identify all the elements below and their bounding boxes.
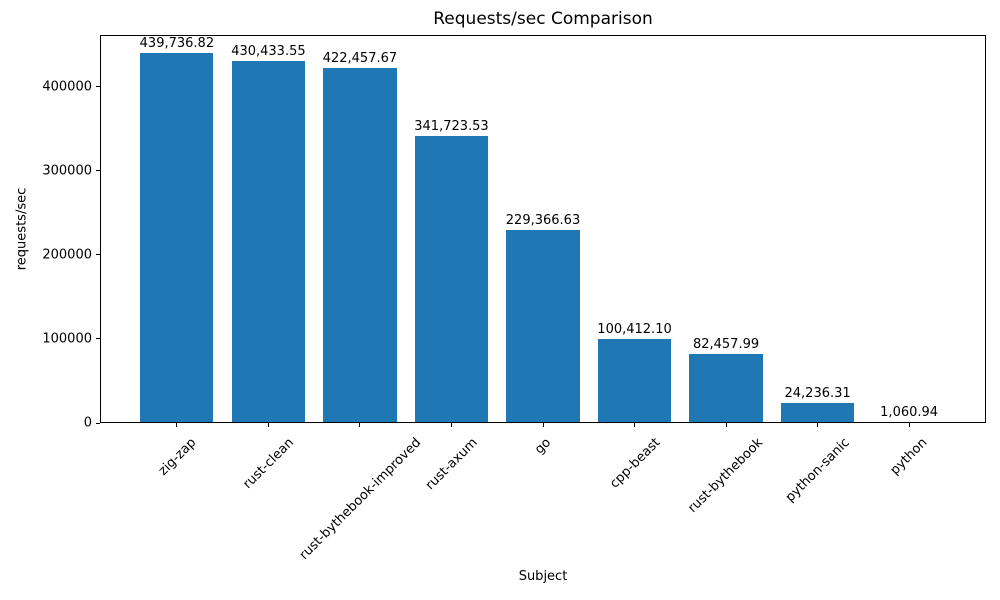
x-tick-label: go [532,435,555,458]
bar-value-label: 439,736.82 [139,36,215,52]
x-tick-mark [542,423,544,427]
bar-value-label: 422,457.67 [322,50,398,66]
y-tick-label: 200000 [42,247,92,263]
x-tick-mark [908,423,910,427]
x-tick-label: python-sanic [782,435,853,506]
x-tick-label: rust-bythebook-improved [296,435,424,563]
y-tick-mark [96,422,100,424]
x-tick-label: zig-zap [155,435,199,479]
bar [414,135,489,423]
x-tick-mark [725,423,727,427]
bar [506,230,580,423]
bar-value-label: 100,412.10 [597,321,672,337]
x-tick-mark [359,423,361,427]
bar [231,61,306,423]
bar [140,53,214,423]
x-tick-label: rust-axum [422,435,481,494]
bar [689,353,763,423]
bar-value-label: 430,433.55 [231,44,306,60]
y-tick-label: 100000 [42,331,92,347]
y-tick-label: 0 [83,415,92,431]
x-tick-label: rust-clean [240,435,297,492]
bar-value-label: 229,366.63 [505,213,581,229]
plot-area [100,35,986,423]
bar-value-label: 82,457.99 [692,336,760,352]
y-tick-label: 400000 [42,79,92,95]
bar-value-label: 24,236.31 [784,385,851,401]
x-tick-label: python [888,435,931,479]
x-tick-mark [176,423,178,427]
x-tick-mark [817,423,819,427]
bar [323,67,397,423]
x-axis-label: Subject [518,569,568,584]
x-tick-label: rust-bythebook [685,435,767,516]
x-tick-mark [634,423,636,427]
y-tick-mark [96,254,100,256]
x-tick-mark [267,423,269,427]
y-tick-mark [96,338,100,340]
bar [597,338,672,423]
bar-value-label: 1,060.94 [880,405,939,420]
x-tick-label: cpp-beast [606,435,663,492]
bar-value-label: 341,723.53 [414,118,489,134]
y-tick-label: 300000 [42,163,92,179]
chart-title: Requests/sec Comparison [433,9,653,29]
y-axis-label: requests/sec [14,187,30,271]
x-tick-mark [450,423,452,427]
y-tick-mark [96,170,100,172]
y-tick-mark [96,86,100,88]
bar [780,402,855,423]
